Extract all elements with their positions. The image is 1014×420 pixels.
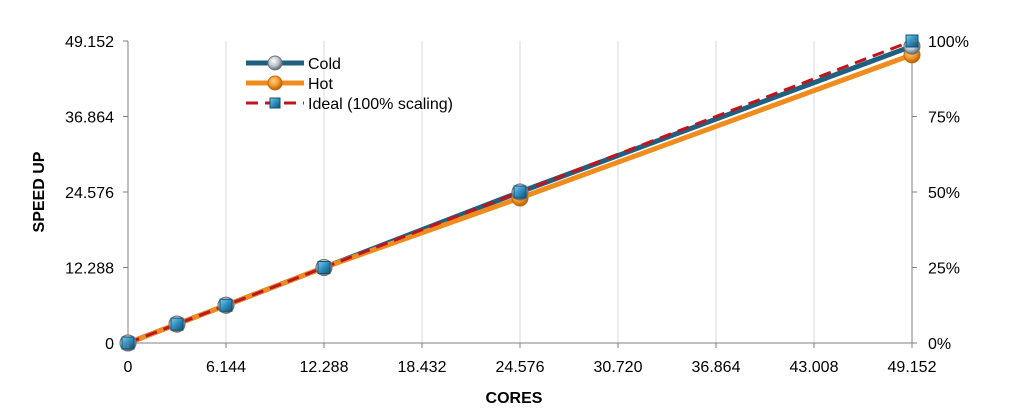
- y-axis-title: SPEED UP: [31, 151, 48, 232]
- y-tick-label: 0: [105, 336, 114, 353]
- data-point-ideal: [317, 261, 331, 274]
- y-tick-label: 36.864: [65, 110, 114, 127]
- series-line-ideal: [127, 39, 913, 345]
- series-layer: [119, 34, 921, 352]
- x-tick-label: 43.008: [790, 359, 839, 376]
- x-tick-label: 18.432: [398, 359, 447, 376]
- legend-label-ideal: Ideal (100% scaling): [308, 96, 453, 113]
- x-tick-label: 36.864: [692, 359, 741, 376]
- x-tick-label: 49.152: [888, 359, 937, 376]
- legend-marker-ideal: [269, 97, 281, 109]
- y2-tick-label: 25%: [928, 261, 960, 278]
- legend-marker-cold: [267, 55, 283, 71]
- data-point-ideal: [170, 317, 184, 331]
- x-tick-label: 12.288: [300, 359, 349, 376]
- x-tick-label: 6.144: [206, 359, 246, 376]
- y2-tick-label: 75%: [928, 110, 960, 127]
- legend-marker-hot: [267, 75, 283, 91]
- x-tick-label: 0: [124, 359, 133, 376]
- y-tick-label: 24.576: [65, 185, 114, 202]
- y-tick-label: 12.288: [65, 261, 114, 278]
- legend-label-hot: Hot: [308, 76, 333, 93]
- legend-label-cold: Cold: [308, 56, 341, 73]
- data-point-ideal: [513, 185, 527, 199]
- data-point-ideal: [219, 298, 233, 312]
- ticks-layer: 0 6.144 12.288 18.432 24.576 30.720 36.864 43.0…: [65, 34, 969, 376]
- x-tick-label: 24.576: [496, 359, 545, 376]
- y-tick-label: 49.152: [65, 34, 114, 51]
- legend: Cold Hot Ideal (100% scaling): [246, 55, 453, 113]
- y2-tick-label: 50%: [928, 185, 960, 202]
- x-tick-label: 30.720: [594, 359, 643, 376]
- y2-tick-label: 0%: [928, 336, 951, 353]
- y2-tick-label: 100%: [928, 34, 969, 51]
- x-axis-title: CORES: [486, 390, 543, 407]
